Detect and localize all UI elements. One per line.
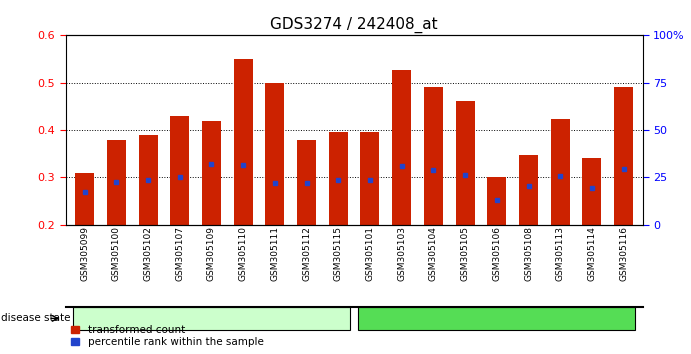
Text: chromophobe renal cell carcinoma: chromophobe renal cell carcinoma (400, 313, 594, 324)
Bar (361, 132, 379, 225)
Bar (392, 70, 411, 225)
Bar (583, 158, 601, 225)
Title: GDS3274 / 242408_at: GDS3274 / 242408_at (270, 16, 438, 33)
Bar (455, 101, 475, 225)
Bar (107, 139, 126, 225)
Bar (424, 86, 443, 225)
Bar (139, 135, 158, 225)
Bar (297, 139, 316, 225)
Bar (519, 155, 538, 225)
Text: disease state: disease state (1, 313, 70, 324)
Bar (75, 173, 94, 225)
Bar (234, 59, 253, 225)
Bar (202, 121, 221, 225)
Bar (551, 119, 569, 225)
Text: oncocytoma: oncocytoma (178, 313, 246, 324)
Bar (329, 132, 348, 225)
Bar (614, 86, 633, 225)
Bar (170, 116, 189, 225)
Legend: transformed count, percentile rank within the sample: transformed count, percentile rank withi… (71, 325, 263, 347)
Bar (487, 177, 507, 225)
Bar (265, 83, 285, 225)
